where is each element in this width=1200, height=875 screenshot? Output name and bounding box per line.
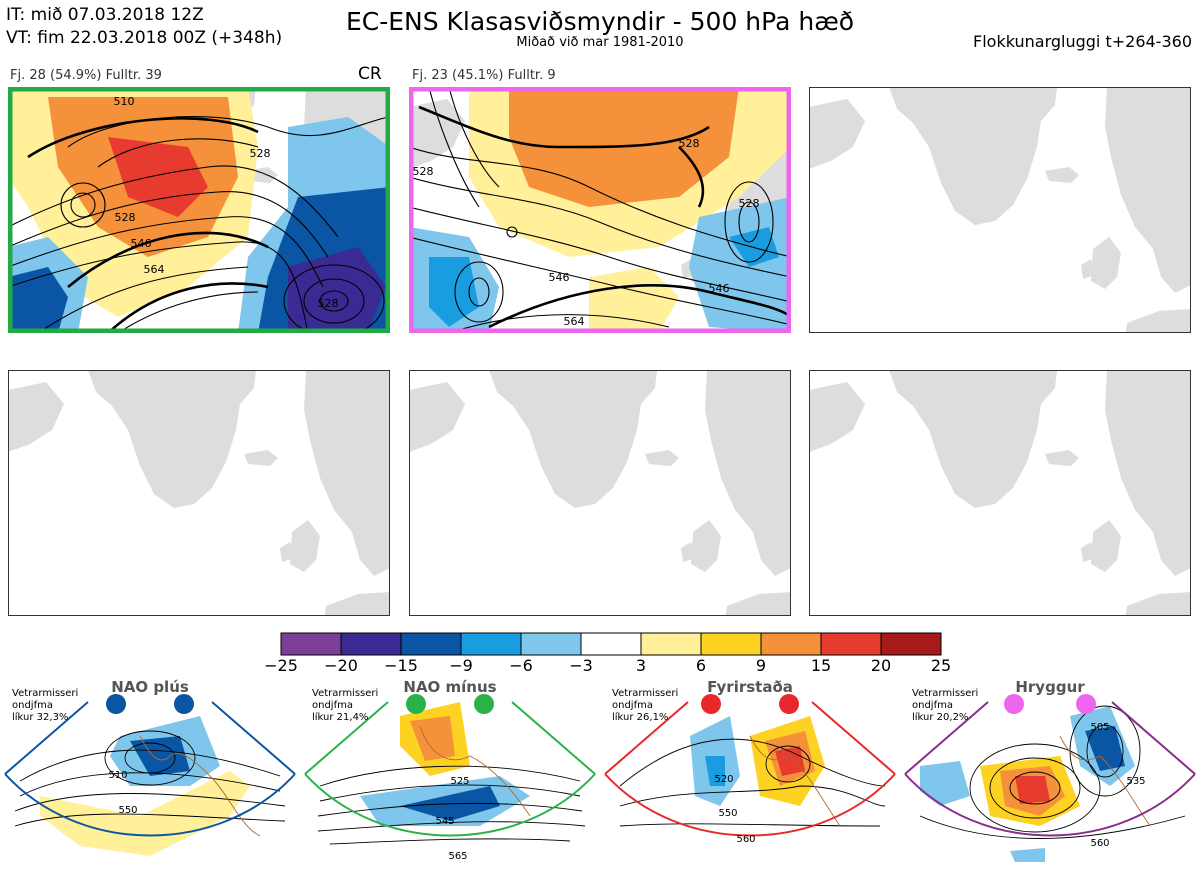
regime-info: Vetrarmisseri ondjfma líkur 26,1% [612, 688, 678, 724]
regime-name: Hryggur [1015, 678, 1085, 696]
regime-contour-label: 505 [1090, 722, 1109, 733]
panel-1-contour-label: 510 [114, 95, 135, 108]
regime-contour-label: 535 [1126, 776, 1145, 787]
panel-1-contour-label: 528 [115, 211, 136, 224]
color-scale-tick-label: 3 [635, 656, 647, 675]
panel-2-contour-label: 528 [739, 197, 760, 210]
regime-contour-label: 560 [1090, 838, 1109, 849]
regime-name: Fyrirstaða [707, 678, 793, 696]
panel-1-contour-label: 528 [318, 297, 339, 310]
empty-map-4 [8, 370, 390, 632]
header-title-block: EC-ENS Klasasviðsmyndir - 500 hPa hæð Mi… [300, 8, 900, 50]
regime-nao-plus: 510 550 NAO plús Vetrarmisseri ondjfma l… [0, 676, 300, 871]
color-scale-swatch [880, 632, 942, 656]
init-time: IT: mið 07.03.2018 12Z [6, 5, 204, 25]
color-scale-bar [280, 632, 942, 656]
color-scale-tick-label: 6 [695, 656, 707, 675]
regime-contour-label: 565 [448, 851, 467, 862]
classification-window: Flokkunargluggi t+264-360 [973, 32, 1192, 51]
empty-map-5 [409, 370, 791, 632]
panel-1-tag: CR [358, 64, 382, 84]
header-info: IT: mið 07.03.2018 12Z VT: fim 22.03.201… [6, 4, 282, 50]
color-scale-tick-label: −20 [324, 656, 358, 675]
color-scale-tick-label: −15 [384, 656, 418, 675]
regime-nao-minus: 525 545 565 NAO mínus Vetrarmisseri ondj… [300, 676, 600, 871]
valid-time: VT: fim 22.03.2018 00Z (+348h) [6, 28, 283, 48]
cluster-map-1: 510 528 528 546 564 528 [8, 87, 390, 349]
regime-info-line: Vetrarmisseri [312, 688, 379, 699]
color-scale-tick-label: −3 [569, 656, 593, 675]
panel-2-contour-label: 546 [549, 271, 570, 284]
color-scale-swatch [580, 632, 642, 656]
regime-name: NAO mínus [403, 678, 497, 696]
panel-2-contour-label: 564 [564, 315, 585, 328]
regime-info-line: líkur 20,2% [912, 712, 969, 723]
regime-info-line: líkur 32,3% [12, 712, 69, 723]
regime-info-line: ondjfma [312, 700, 353, 711]
regime-info-line: Vetrarmisseri [612, 688, 679, 699]
color-scale-tick-label: −6 [509, 656, 533, 675]
regime-name: NAO plús [111, 678, 189, 696]
regime-contour-label: 525 [450, 776, 469, 787]
regime-info-line: líkur 21,4% [312, 712, 369, 723]
regime-info: Vetrarmisseri ondjfma líkur 32,3% [12, 688, 78, 724]
regime-contour-label: 560 [736, 834, 755, 845]
panel-2-contour-label: 528 [413, 165, 434, 178]
regime-info-line: ondjfma [912, 700, 953, 711]
color-scale-swatch [460, 632, 522, 656]
color-scale-swatch [640, 632, 702, 656]
color-scale-swatch [520, 632, 582, 656]
color-scale-tick-label: 9 [755, 656, 767, 675]
regime-contour-label: 510 [108, 770, 127, 781]
regime-info-line: Vetrarmisseri [912, 688, 979, 699]
regime-info-line: ondjfma [12, 700, 53, 711]
panel-2-label: Fj. 23 (45.1%) Fulltr. 9 [412, 68, 556, 83]
color-scale-tick-label: 20 [870, 656, 892, 675]
empty-map-3 [809, 87, 1191, 349]
panel-2-stats: Fj. 23 (45.1%) Fulltr. 9 [412, 68, 556, 83]
panel-1-contour-label: 564 [144, 263, 165, 276]
regime-contour-label: 545 [435, 816, 454, 827]
regime-info-line: Vetrarmisseri [12, 688, 79, 699]
regime-hryggur: 505 535 560 Hryggur Vetrarmisseri ondjfm… [900, 676, 1200, 871]
color-scale-swatch [760, 632, 822, 656]
panel-2-contour-label: 528 [679, 137, 700, 150]
regime-contour-label: 550 [118, 805, 137, 816]
regime-info-line: ondjfma [612, 700, 653, 711]
color-scale-swatch [280, 632, 342, 656]
color-scale-swatch [340, 632, 402, 656]
color-scale-tick-label: −9 [449, 656, 473, 675]
regime-info: Vetrarmisseri ondjfma líkur 20,2% [912, 688, 978, 724]
panel-1-label: Fj. 28 (54.9%) Fulltr. 39 CR [10, 64, 382, 84]
panel-1-contour-label: 528 [250, 147, 271, 160]
panel-1-contour-label: 546 [131, 237, 152, 250]
empty-map-6 [809, 370, 1191, 632]
page-title: EC-ENS Klasasviðsmyndir - 500 hPa hæð [345, 7, 855, 36]
color-scale-swatch [820, 632, 882, 656]
page-subtitle: Miðað við mar 1981-2010 [516, 35, 684, 50]
color-scale-swatch [400, 632, 462, 656]
color-scale-swatch [700, 632, 762, 656]
regime-fyrirstada: 520 550 560 Fyrirstaða Vetrarmisseri ond… [600, 676, 900, 871]
color-scale-tick-label: 15 [810, 656, 832, 675]
color-scale-tick-label: −25 [264, 656, 298, 675]
regime-contour-label: 520 [714, 774, 733, 785]
regime-info-line: líkur 26,1% [612, 712, 669, 723]
regime-info: Vetrarmisseri ondjfma líkur 21,4% [312, 688, 378, 724]
panel-2-contour-label: 546 [709, 282, 730, 295]
color-scale-tick-label: 25 [930, 656, 952, 675]
cluster-map-2: 528 528 528 546 546 564 [409, 87, 791, 349]
regime-contour-label: 550 [718, 808, 737, 819]
panel-1-stats: Fj. 28 (54.9%) Fulltr. 39 [10, 68, 162, 83]
